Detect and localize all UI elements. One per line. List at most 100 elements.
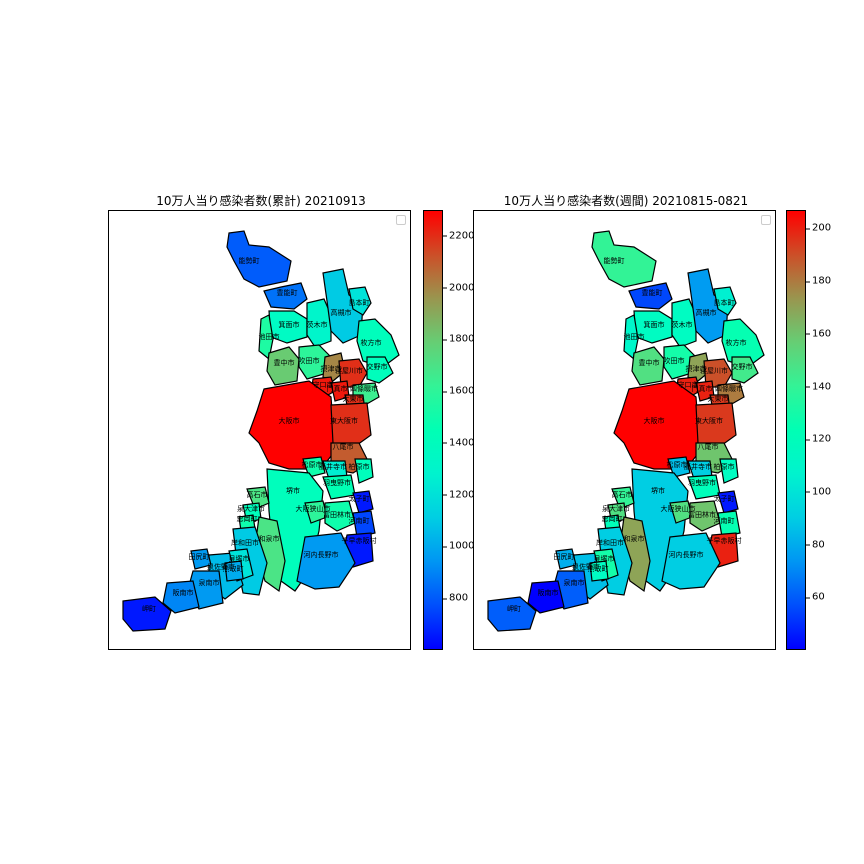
municipality-label: 千早赤阪村 <box>707 536 742 545</box>
municipality-label: 交野市 <box>367 362 388 371</box>
municipality-label: 吹田市 <box>664 356 685 365</box>
municipality-39 <box>190 548 212 570</box>
municipality-label: 河内長野市 <box>304 550 339 559</box>
municipality-0 <box>226 230 292 288</box>
municipality-label: 大阪狭山市 <box>661 504 696 513</box>
municipality-18 <box>695 402 737 446</box>
municipality-label: 寝屋川市 <box>335 366 363 375</box>
municipality-label: 太子町 <box>714 494 735 503</box>
municipality-label: 千早赤阪村 <box>342 536 377 545</box>
municipality-label: 茨木市 <box>672 320 693 329</box>
empty-legend-box <box>396 215 406 225</box>
municipality-label: 泉南市 <box>564 578 585 587</box>
municipality-42 <box>487 596 537 632</box>
municipality-label: 柏原市 <box>349 462 370 471</box>
municipality-label: 河内長野市 <box>669 550 704 559</box>
municipality-0 <box>591 230 657 288</box>
municipality-label: 高石市 <box>247 490 268 499</box>
municipality-label: 堺市 <box>286 486 300 495</box>
municipality-label: 島本町 <box>349 298 370 307</box>
municipality-label: 堺市 <box>651 486 665 495</box>
colorbar-tick-label: 1200 <box>442 489 475 501</box>
municipality-20 <box>302 456 326 478</box>
colorbar-tick-label: 100 <box>805 486 832 498</box>
map-frame-weekly: 能勢町 豊能町 箕面市 池田市 茨木市 高槻市 島本町 豊中市 吹田市 摂津市 枚方市 寝屋川市 交野市… <box>473 210 776 650</box>
map-title-cumulative: 10万人当り感染者数(累計) 20210913 <box>156 194 366 208</box>
municipality-30 <box>611 486 635 510</box>
municipality-label: 羽曳野市 <box>323 478 351 487</box>
colorbar-tick-label: 60 <box>806 591 825 603</box>
municipality-label: 岸和田市 <box>231 538 259 547</box>
municipality-label: 熊取町 <box>588 564 609 573</box>
municipality-label: 藤井寺市 <box>684 462 712 471</box>
municipality-label: 守口市 <box>678 380 699 389</box>
municipality-30 <box>246 486 270 510</box>
municipality-label: 茨木市 <box>307 320 328 329</box>
municipality-label: 松原市 <box>667 460 688 469</box>
municipality-4 <box>671 298 697 348</box>
municipality-7 <box>631 346 665 386</box>
municipality-label: 豊中市 <box>639 358 660 367</box>
map-title-weekly: 10万人当り感染者数(週間) 20210815-0821 <box>503 194 749 208</box>
municipality-label: 高槻市 <box>331 308 352 317</box>
municipality-21 <box>719 458 739 484</box>
municipality-label: 交野市 <box>732 362 753 371</box>
municipality-label: 太子町 <box>349 494 370 503</box>
municipality-label: 枚方市 <box>361 338 382 347</box>
municipality-label: 田尻町 <box>554 553 575 561</box>
municipality-38 <box>589 560 609 582</box>
municipality-label: 四條畷市 <box>715 384 743 393</box>
municipality-label: 摂津市 <box>321 364 342 373</box>
municipality-label: 枚方市 <box>726 338 747 347</box>
municipality-label: 大阪市 <box>279 416 300 425</box>
municipality-18 <box>330 402 372 446</box>
municipality-label: 豊中市 <box>274 358 295 367</box>
colorbar-tick-label: 800 <box>442 592 469 604</box>
municipality-label: 守口市 <box>313 380 334 389</box>
municipality-1 <box>263 282 308 310</box>
municipality-label: 富田林市 <box>323 510 351 519</box>
municipality-label: 岸和田市 <box>596 538 624 547</box>
municipality-35 <box>296 532 356 590</box>
municipality-label: 能勢町 <box>604 256 625 265</box>
municipality-17 <box>613 380 701 470</box>
municipality-label: 河南町 <box>714 516 735 525</box>
municipality-28 <box>352 510 376 538</box>
municipality-label: 池田市 <box>259 332 280 341</box>
colorbar-tick-label: 120 <box>805 433 832 445</box>
municipality-label: 田尻町 <box>189 553 210 561</box>
municipality-28 <box>717 510 741 538</box>
municipality-label: 忠岡町 <box>602 515 623 523</box>
municipality-label: 門真市 <box>327 384 348 393</box>
municipality-label: 門真市 <box>692 384 713 393</box>
colorbar-tick-label: 80 <box>806 539 825 551</box>
municipality-label: 高槻市 <box>696 308 717 317</box>
empty-legend-box <box>761 215 771 225</box>
municipality-label: 忠岡町 <box>237 515 258 523</box>
municipality-label: 箕面市 <box>279 320 300 329</box>
municipality-label: 和泉市 <box>624 534 645 543</box>
municipality-27 <box>352 490 374 514</box>
municipality-label: 東大阪市 <box>695 416 723 425</box>
municipality-label: 四條畷市 <box>350 384 378 393</box>
municipality-42 <box>122 596 172 632</box>
municipality-27 <box>717 490 739 514</box>
municipality-41 <box>162 580 200 614</box>
colorbar-tick-label: 180 <box>805 275 832 287</box>
municipality-label: 大東市 <box>708 394 729 403</box>
municipality-20 <box>667 456 691 478</box>
municipality-label: 河南町 <box>349 516 370 525</box>
municipality-label: 貝塚市 <box>229 554 250 563</box>
colorbar-tick-label: 1400 <box>442 437 475 449</box>
municipality-label: 大阪狭山市 <box>296 504 331 513</box>
municipality-10 <box>721 318 765 368</box>
municipality-label: 寝屋川市 <box>700 366 728 375</box>
municipality-6 <box>713 286 737 316</box>
colorbar-tick-label: 2200 <box>442 230 475 242</box>
municipality-3 <box>258 314 274 361</box>
municipality-label: 島本町 <box>714 298 735 307</box>
municipality-label: 摂津市 <box>686 364 707 373</box>
municipality-label: 東大阪市 <box>330 416 358 425</box>
